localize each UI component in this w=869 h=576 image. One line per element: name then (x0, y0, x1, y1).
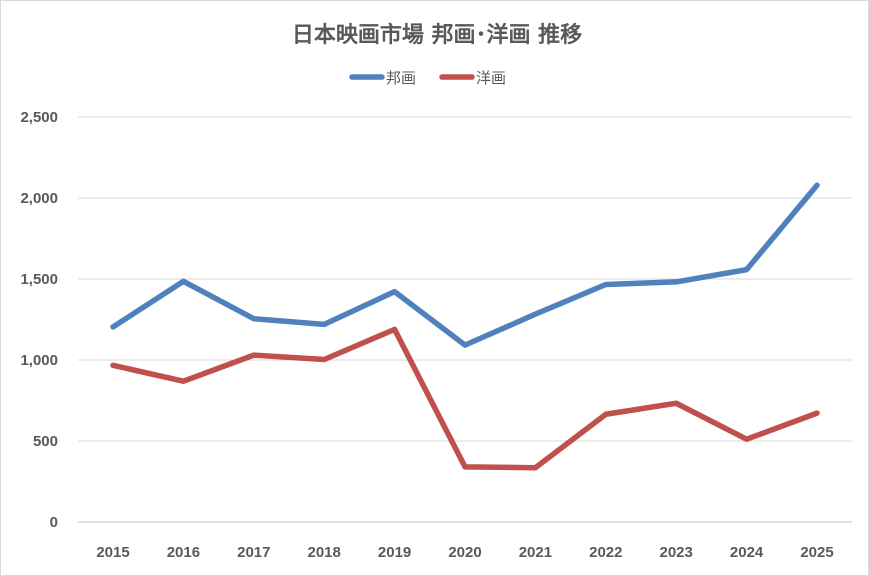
x-tick-label: 2016 (167, 544, 200, 561)
y-tick-label: 2,500 (20, 109, 58, 126)
x-tick-label: 2020 (448, 544, 481, 561)
y-tick-label: 1,500 (20, 271, 58, 288)
legend: 邦画 洋画 (349, 69, 506, 87)
x-tick-label: 2025 (800, 544, 833, 561)
x-tick-label: 2018 (308, 544, 341, 561)
x-tick-label: 2017 (237, 544, 270, 561)
y-tick-label: 2,000 (20, 190, 58, 207)
series-line-1 (110, 326, 820, 471)
x-tick-label: 2022 (589, 544, 622, 561)
x-tick-label: 2024 (730, 544, 764, 561)
legend-label: 洋画 (476, 69, 506, 87)
legend-label: 邦画 (386, 69, 416, 87)
y-tick-label: 0 (50, 514, 58, 531)
series-line-0 (110, 182, 820, 348)
chart-title: 日本映画市場 邦画･洋画 推移 (292, 22, 582, 48)
x-tick-label: 2015 (96, 544, 129, 561)
x-axis: 2015 2016 2017 2018 2019 2020 2021 2022 2023 2024… (96, 544, 833, 561)
y-tick-label: 1,000 (20, 352, 58, 369)
y-axis: 0 500 1,000 1,500 2,000 2,500 (20, 109, 58, 531)
x-tick-label: 2021 (519, 544, 552, 561)
x-tick-label: 2019 (378, 544, 411, 561)
gridlines (78, 116, 852, 523)
y-tick-label: 500 (33, 433, 58, 450)
series-lines (110, 182, 820, 471)
x-tick-label: 2023 (660, 544, 693, 561)
